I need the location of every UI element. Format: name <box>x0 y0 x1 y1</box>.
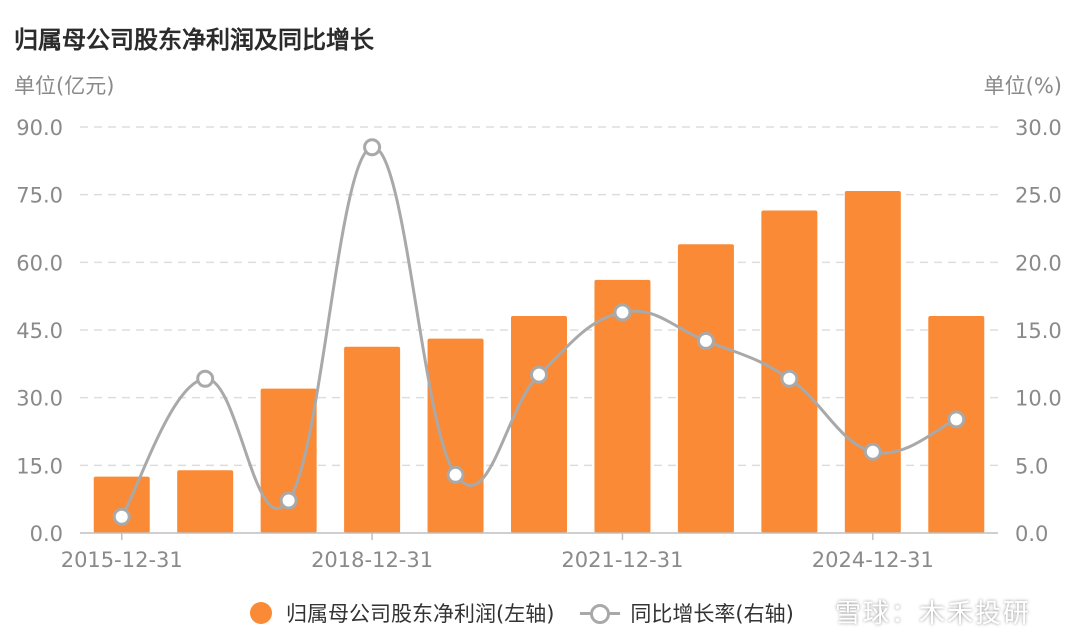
left-axis-tick-label: 60.0 <box>16 251 63 275</box>
bar <box>511 316 567 533</box>
legend-item-growth[interactable]: 同比增长率(右轴) <box>580 598 794 628</box>
legend-label-growth: 同比增长率(右轴) <box>630 602 794 626</box>
growth-point <box>863 442 882 461</box>
bars <box>93 191 985 534</box>
bar <box>844 191 901 533</box>
growth-point <box>530 365 548 384</box>
right-axis-unit: 单位(%) <box>983 74 1062 98</box>
bar <box>344 346 401 533</box>
left-axis-tick-label: 90.0 <box>16 116 63 140</box>
growth-point <box>112 507 131 526</box>
bar <box>260 388 317 533</box>
legend-bar-swatch <box>250 602 272 624</box>
x-axis-tick-label: 2018-12-31 <box>311 548 433 572</box>
right-axis-tick-label: 5.0 <box>1015 454 1048 478</box>
chart-title: 归属母公司股东净利润及同比增长 <box>14 26 374 54</box>
legend: 归属母公司股东净利润(左轴) 同比增长率(右轴) <box>250 598 820 628</box>
bar <box>427 338 484 533</box>
left-axis-tick-label: 0.0 <box>30 522 63 546</box>
bar <box>677 244 734 534</box>
legend-line-swatch <box>580 602 621 624</box>
legend-label-profit: 归属母公司股东净利润(左轴) <box>286 602 555 626</box>
left-axis-tick-label: 15.0 <box>16 454 63 478</box>
growth-point <box>696 331 715 350</box>
growth-point <box>446 465 465 484</box>
right-axis-tick-label: 10.0 <box>1015 387 1062 411</box>
right-axis-tick-label: 25.0 <box>1015 184 1062 208</box>
axes: 0.0 0.0 15.0 5.0 30.0 10.0 45.0 15.0 60.0 20.0 75.… <box>16 116 1062 572</box>
x-axis-tick-label: 2021-12-31 <box>561 548 683 572</box>
growth-point <box>947 410 966 429</box>
bar <box>177 470 234 533</box>
bar <box>594 279 651 533</box>
growth-point <box>613 303 632 322</box>
left-axis-tick-label: 75.0 <box>16 184 63 208</box>
right-axis-tick-label: 30.0 <box>1015 116 1062 140</box>
x-axis-tick-label: 2024-12-31 <box>812 548 934 572</box>
growth-point <box>279 491 298 510</box>
left-axis-tick-label: 45.0 <box>16 319 63 343</box>
growth-point <box>196 369 215 388</box>
watermark: 雪球：木禾投研 <box>835 599 1032 629</box>
left-axis-unit: 单位(亿元) <box>14 74 115 98</box>
right-axis-tick-label: 20.0 <box>1015 251 1062 275</box>
growth-point <box>363 138 382 157</box>
right-axis-tick-label: 15.0 <box>1015 319 1062 343</box>
legend-item-profit[interactable]: 归属母公司股东净利润(左轴) <box>250 598 554 628</box>
growth-point <box>780 369 799 388</box>
x-axis-tick-label: 2015-12-31 <box>61 548 183 572</box>
left-axis-tick-label: 30.0 <box>16 387 63 411</box>
growth-line <box>112 138 966 526</box>
right-axis-tick-label: 0.0 <box>1015 522 1048 546</box>
